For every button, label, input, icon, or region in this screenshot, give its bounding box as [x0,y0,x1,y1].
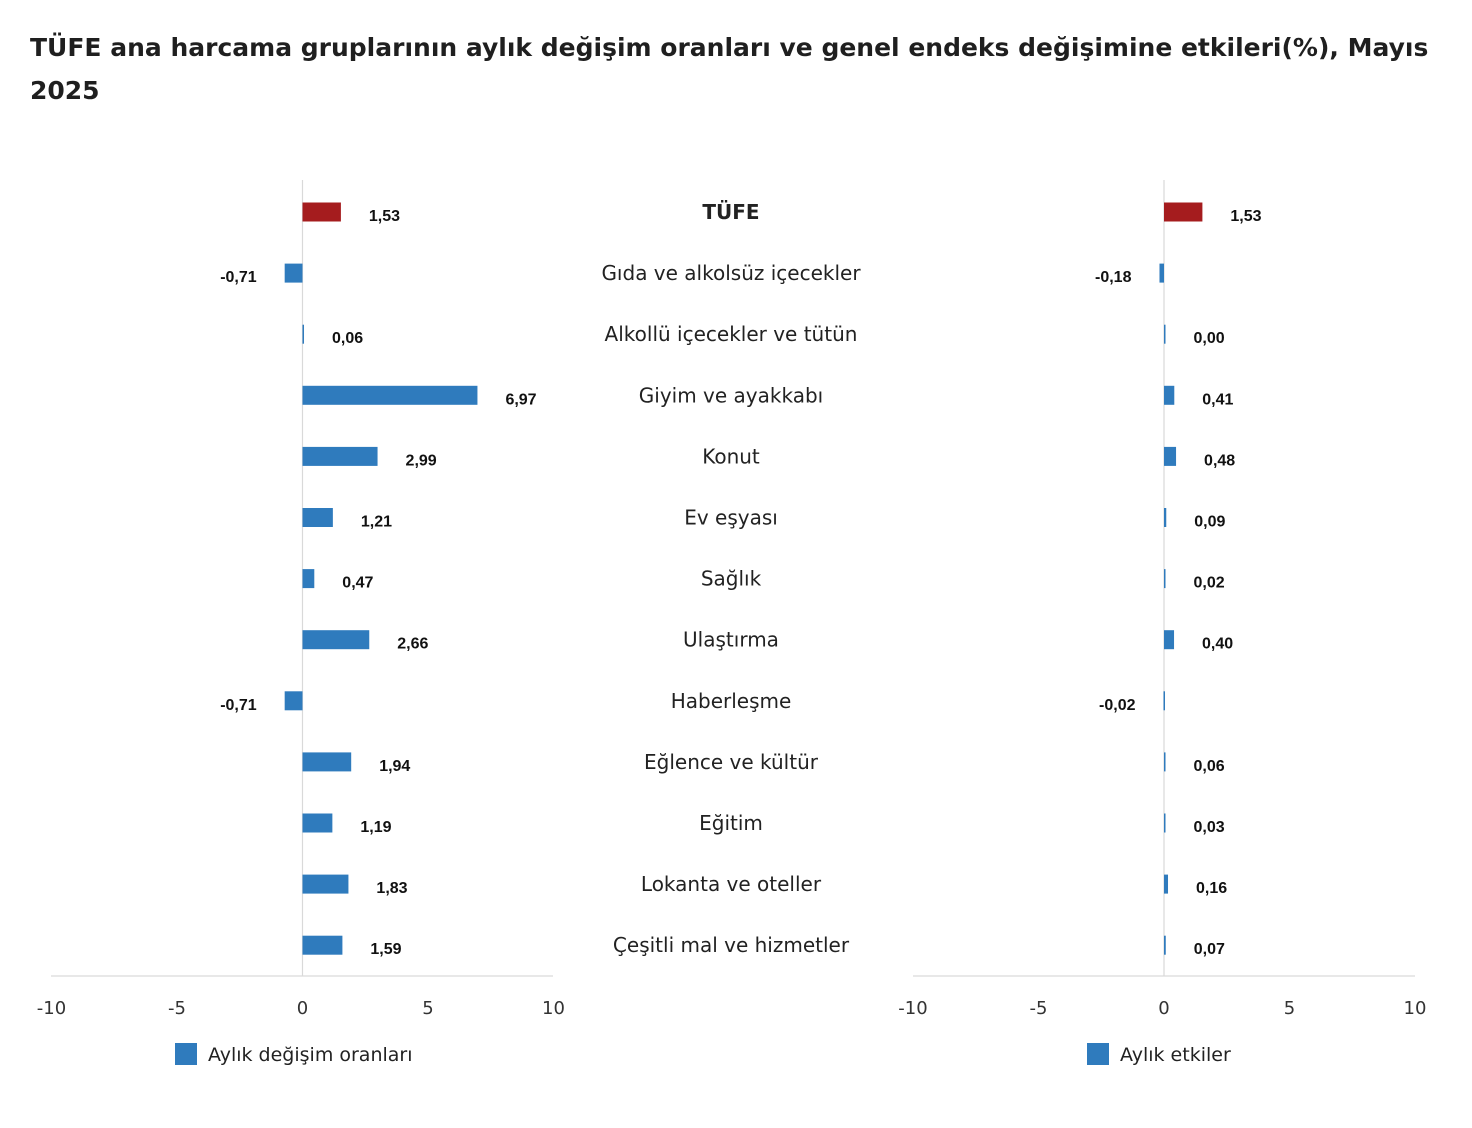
effects-bar [1164,324,1166,344]
rates-data-label: 1,94 [379,758,410,775]
rates-data-label: 2,99 [406,452,437,469]
effects-data-label: 0,06 [1194,758,1225,775]
rates-bar [302,202,341,222]
category-label: Eğlence ve kültür [644,750,819,774]
rates-legend-swatch [175,1043,197,1065]
effects-data-label: 0,03 [1194,819,1225,836]
rates-x-tick-label: 0 [297,998,308,1019]
rates-bar [302,446,378,466]
rates-data-label: -0,71 [220,697,257,714]
effects-x-tick-label: -10 [898,998,927,1019]
effects-bar [1164,508,1167,527]
rates-bar [302,508,333,527]
category-label: Eğitim [699,811,763,835]
effects-data-label: 0,02 [1194,575,1225,592]
effects-data-label: 0,41 [1202,391,1233,408]
category-label: Alkollü içecekler ve tütün [605,322,858,346]
category-label: TÜFE [702,200,759,224]
rates-data-label: 0,47 [342,575,373,592]
rates-data-label: -0,71 [220,269,257,286]
rates-x-tick-label: 10 [542,998,565,1019]
rates-bar [302,569,315,589]
effects-data-label: 0,07 [1194,941,1225,958]
rates-x-tick-label: -5 [168,998,186,1019]
effects-bar [1164,630,1175,650]
rates-data-label: 1,19 [360,819,391,836]
rates-data-label: 6,97 [505,391,536,408]
effects-bar [1164,874,1169,894]
effects-data-label: 0,48 [1204,452,1235,469]
rates-bar [302,935,343,955]
chart-title: TÜFE ana harcama gruplarının aylık değiş… [30,33,1429,105]
rates-data-label: 1,53 [369,208,400,225]
rates-bar [302,385,478,405]
category-label: Ev eşyası [684,506,778,530]
category-label: Haberleşme [671,689,792,713]
effects-x-tick-label: -5 [1030,998,1048,1019]
category-label: Ulaştırma [683,628,779,652]
rates-bar [302,874,349,894]
effects-bar [1164,935,1166,955]
effects-data-label: 0,00 [1194,330,1225,347]
effects-bar [1164,813,1166,833]
effects-legend-swatch [1087,1043,1109,1065]
rates-bar [302,813,333,833]
category-label: Sağlık [701,567,762,591]
rates-bar [284,263,303,283]
effects-data-label: 1,53 [1230,208,1261,225]
effects-bar [1159,263,1164,283]
effects-bar [1164,385,1175,405]
rates-bar [302,324,305,344]
effects-x-tick-label: 0 [1158,998,1169,1019]
effects-legend-label: Aylık etkiler [1120,1044,1231,1066]
category-label: Çeşitli mal ve hizmetler [613,933,850,957]
category-label: Giyim ve ayakkabı [639,383,823,407]
rates-bar [302,752,352,772]
effects-data-label: -0,02 [1099,697,1136,714]
effects-bar [1163,691,1165,711]
effects-x-tick-label: 10 [1404,998,1427,1019]
rates-data-label: 0,06 [332,330,363,347]
rates-x-tick-label: 5 [422,998,433,1019]
effects-x-tick-label: 5 [1284,998,1295,1019]
rates-data-label: 1,83 [376,880,407,897]
category-label: Lokanta ve oteller [641,872,822,896]
effects-bar [1164,446,1177,466]
rates-legend-label: Aylık değişim oranları [208,1044,413,1066]
effects-bar [1164,202,1203,222]
effects-data-label: -0,18 [1095,269,1132,286]
rates-data-label: 2,66 [397,636,428,653]
effects-data-label: 0,16 [1196,880,1227,897]
category-label: Konut [702,444,760,468]
effects-bar [1164,569,1166,589]
rates-x-tick-label: -10 [37,998,66,1019]
category-label: Gıda ve alkolsüz içecekler [601,261,861,285]
rates-bar [302,630,370,650]
effects-data-label: 0,09 [1194,514,1225,531]
rates-data-label: 1,21 [361,514,392,531]
rates-bar [284,691,303,711]
rates-data-label: 1,59 [370,941,401,958]
effects-data-label: 0,40 [1202,636,1233,653]
effects-bar [1164,752,1166,772]
